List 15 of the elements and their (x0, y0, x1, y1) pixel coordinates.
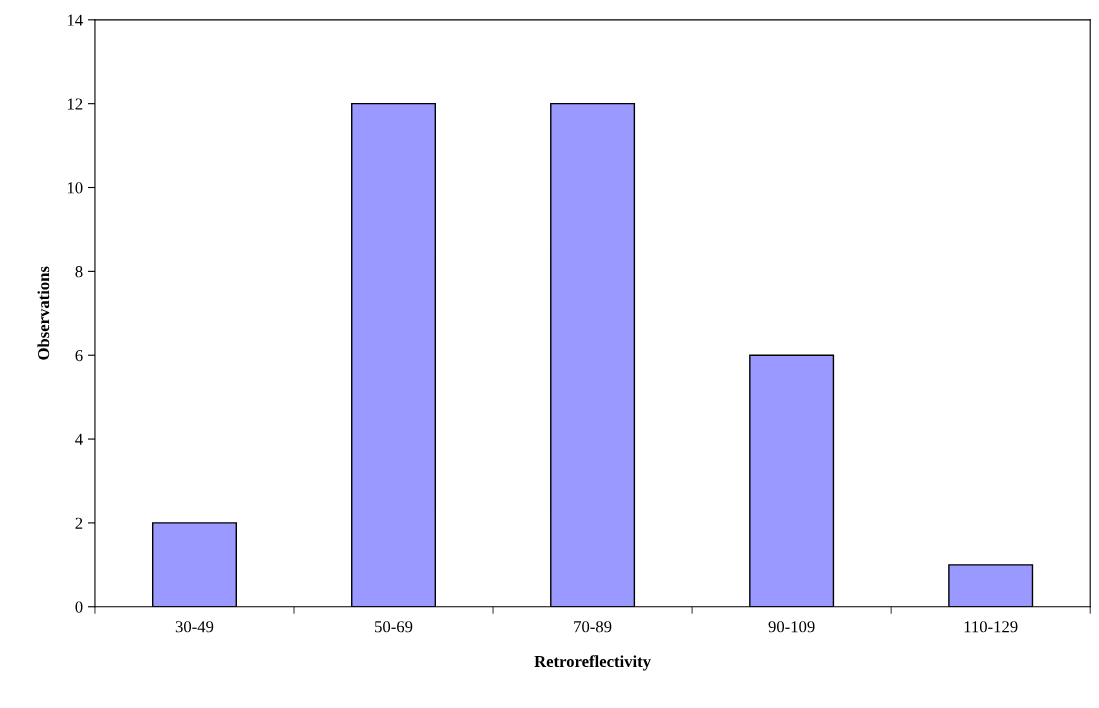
y-tick-label: 2 (75, 517, 83, 529)
y-tick-label: 8 (75, 266, 83, 278)
y-tick-label: 4 (75, 433, 83, 445)
x-axis-title: Retroreflectivity (534, 655, 651, 671)
y-tick-label: 12 (67, 98, 83, 110)
x-tick-label: 90-109 (768, 621, 815, 633)
x-tick-label: 70-89 (574, 621, 612, 633)
y-tick-label: 10 (67, 182, 83, 194)
x-tick-label: 110-129 (964, 621, 1018, 633)
y-tick-label: 14 (67, 14, 83, 26)
y-tick-label: 0 (75, 601, 83, 613)
y-axis-title: Observations (37, 266, 50, 360)
y-tick-label: 6 (75, 349, 83, 362)
x-tick-label: 30-49 (175, 621, 214, 633)
x-tick-label: 50-69 (375, 621, 413, 633)
